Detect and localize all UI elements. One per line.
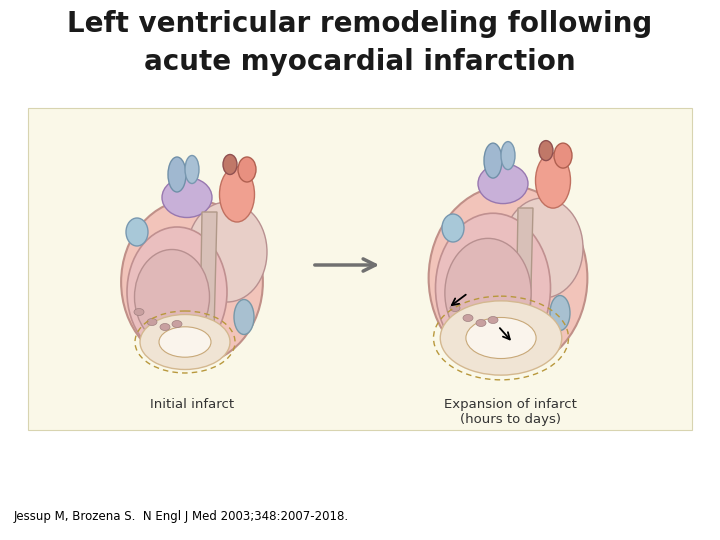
Ellipse shape [428,186,588,370]
Ellipse shape [478,164,528,204]
Ellipse shape [463,314,473,321]
Text: Initial infarct: Initial infarct [150,398,234,411]
Text: Expansion of infarct
(hours to days): Expansion of infarct (hours to days) [444,398,577,426]
Ellipse shape [159,327,211,357]
FancyBboxPatch shape [28,108,692,430]
Text: Left ventricular remodeling following: Left ventricular remodeling following [68,10,652,38]
Ellipse shape [450,305,460,312]
Text: acute myocardial infarction: acute myocardial infarction [144,48,576,76]
Ellipse shape [488,316,498,323]
Ellipse shape [187,202,267,302]
Ellipse shape [539,140,553,160]
Ellipse shape [126,218,148,246]
Ellipse shape [220,167,254,222]
Polygon shape [200,212,217,332]
Ellipse shape [147,319,157,326]
Ellipse shape [484,143,502,178]
Ellipse shape [134,308,144,315]
Ellipse shape [121,199,263,364]
Ellipse shape [554,143,572,168]
Ellipse shape [185,156,199,184]
Ellipse shape [476,320,486,327]
Ellipse shape [223,154,237,174]
Ellipse shape [501,141,515,170]
Ellipse shape [445,238,531,348]
Ellipse shape [172,321,182,327]
Ellipse shape [503,198,583,298]
Ellipse shape [135,249,210,345]
Ellipse shape [234,300,254,334]
Polygon shape [516,208,533,328]
Ellipse shape [440,301,562,375]
Ellipse shape [238,157,256,182]
Ellipse shape [127,227,227,357]
Ellipse shape [466,318,536,359]
Ellipse shape [162,178,212,218]
Ellipse shape [140,314,230,369]
Ellipse shape [550,295,570,330]
Ellipse shape [160,323,170,330]
Ellipse shape [436,213,551,363]
Text: Jessup M, Brozena S.  N Engl J Med 2003;348:2007-2018.: Jessup M, Brozena S. N Engl J Med 2003;3… [14,510,349,523]
Ellipse shape [536,153,570,208]
Ellipse shape [442,214,464,242]
Ellipse shape [168,157,186,192]
